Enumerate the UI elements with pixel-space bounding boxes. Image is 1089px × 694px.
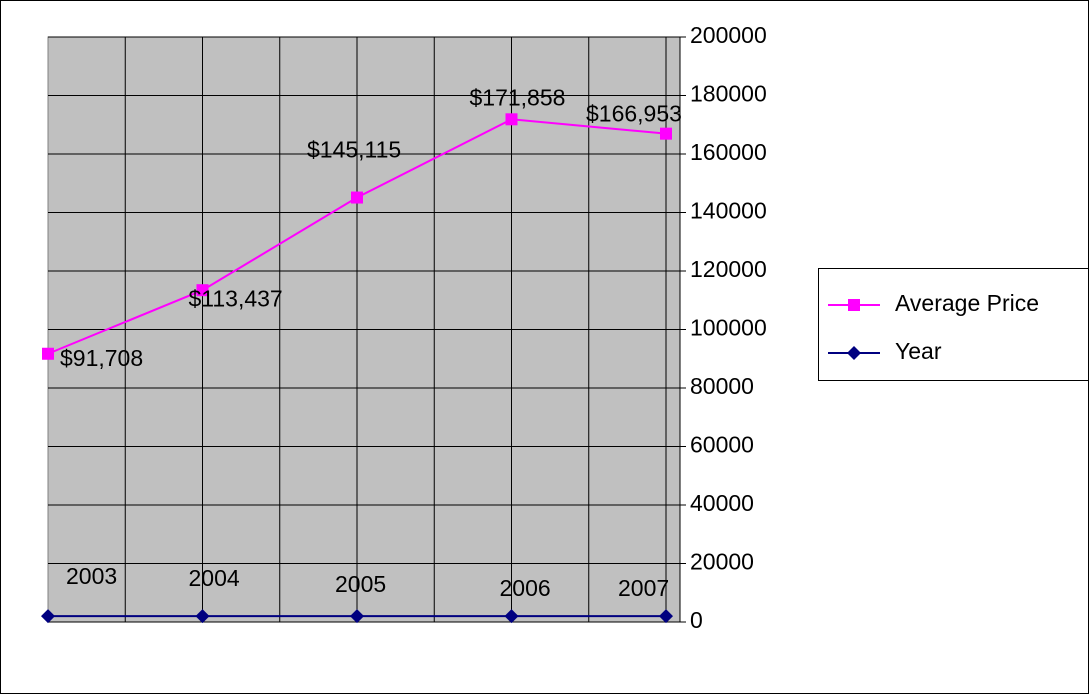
marker [351, 191, 363, 204]
data-label: 2006 [500, 575, 551, 601]
y-tick-label: 180000 [690, 81, 767, 107]
y-tick-label: 0 [690, 607, 703, 633]
y-tick-label: 80000 [690, 373, 754, 399]
marker [196, 284, 209, 297]
data-label: $171,858 [470, 84, 566, 110]
data-label: 2003 [66, 563, 117, 589]
y-tick-label: 100000 [690, 315, 767, 341]
data-label: $145,115 [307, 137, 401, 163]
marker [659, 609, 673, 624]
marker [504, 609, 519, 624]
y-tick-label: 20000 [690, 549, 754, 575]
legend-box [818, 268, 1089, 381]
y-tick-label: 140000 [690, 198, 767, 224]
marker [195, 609, 210, 624]
legend-label: Year [895, 338, 942, 364]
marker [41, 609, 55, 624]
y-tick-label: 40000 [690, 490, 754, 516]
marker [505, 113, 518, 126]
marker [42, 347, 54, 360]
y-tick-label: 60000 [690, 432, 754, 458]
legend-marker [848, 299, 860, 311]
y-tick-label: 160000 [690, 139, 767, 165]
y-tick-label: 200000 [690, 22, 767, 48]
data-label: 2005 [335, 571, 386, 597]
data-label: $91,708 [60, 345, 143, 371]
legend-label: Average Price [895, 290, 1039, 316]
data-label: $166,953 [586, 101, 682, 127]
data-label: 2004 [189, 565, 240, 591]
data-label: $113,437 [189, 285, 283, 311]
marker [350, 609, 364, 624]
marker [660, 127, 672, 140]
data-label: 2007 [618, 575, 669, 601]
y-tick-label: 120000 [690, 256, 767, 282]
legend-marker [847, 346, 861, 360]
